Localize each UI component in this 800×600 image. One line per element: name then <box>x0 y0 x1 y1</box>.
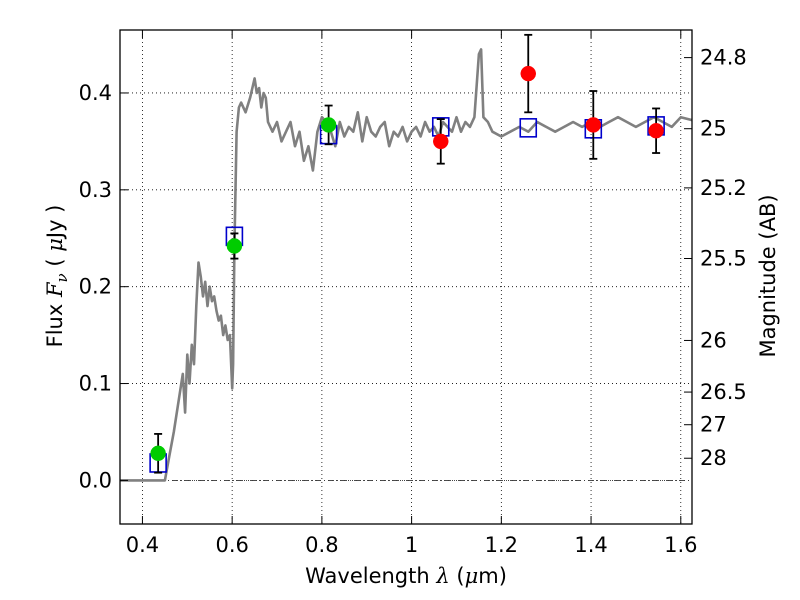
y2-tick-label: 24.8 <box>700 46 747 70</box>
plot-frame <box>119 29 693 525</box>
model-photometry-square <box>519 118 538 138</box>
x-tick-label: 0.4 <box>126 533 159 557</box>
plot-area <box>120 33 692 482</box>
nir-data-point <box>648 122 664 139</box>
y-tick-label: 0.3 <box>79 178 112 202</box>
model-sed-line <box>120 48 692 482</box>
y2-tick-label: 25 <box>700 117 727 141</box>
y2-tick-label: 28 <box>700 446 727 470</box>
y-tick-label: 0.4 <box>79 81 112 105</box>
y2-tick-label: 25.5 <box>700 246 747 270</box>
y2-axis-label: Magnitude (AB) <box>756 194 780 357</box>
nir-data-point <box>585 117 602 133</box>
nir-data-point <box>520 65 537 82</box>
optical-data-point <box>226 238 243 254</box>
x-tick-label: 1.2 <box>485 533 518 557</box>
optical-data-point <box>150 445 166 462</box>
x-tick-label: 0.8 <box>305 533 338 557</box>
x-tick-label: 1 <box>405 533 418 557</box>
nir-data-point <box>433 133 449 150</box>
ticks: 0.4 0.6 0.8 1 1.2 1.4 1.6 0.0 0.1 0.2 0.3 0.4 24.8 25… <box>79 30 747 557</box>
optical-data-point <box>320 117 337 133</box>
x-tick-label: 1.6 <box>664 533 697 557</box>
x-tick-label: 1.4 <box>574 533 607 557</box>
y-tick-label: 0.1 <box>79 372 112 396</box>
x-tick-label: 0.6 <box>215 533 248 557</box>
y-tick-label: 0.0 <box>79 468 112 492</box>
x-axis-label: Wavelength λ (μm) <box>305 564 507 588</box>
y2-tick-label: 27 <box>700 413 727 437</box>
y-axis-label: Flux Fν ( μJy ) <box>43 205 71 348</box>
y2-tick-label: 26 <box>700 328 727 352</box>
grid <box>120 30 692 524</box>
y-tick-label: 0.2 <box>79 275 112 299</box>
y2-tick-label: 26.5 <box>700 380 747 404</box>
y2-tick-label: 25.2 <box>700 176 747 200</box>
